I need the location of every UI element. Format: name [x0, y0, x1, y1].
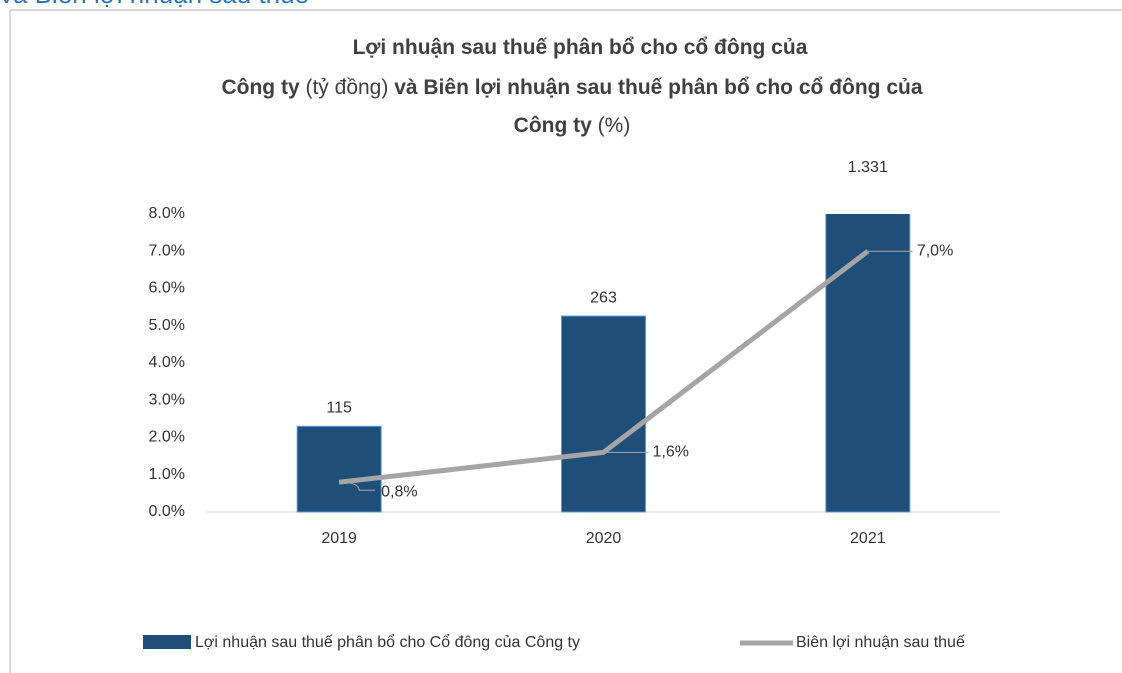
bar-value-label: 115: [326, 400, 352, 417]
x-tick-label: 2019: [321, 530, 357, 547]
y-tick-label: 6.0%: [149, 280, 185, 297]
bar-value-label: 263: [590, 289, 617, 306]
line-value-label: 1,6%: [653, 444, 689, 461]
leader-line: [339, 481, 376, 491]
y-tick-label: 4.0%: [149, 354, 185, 371]
y-tick-label: 3.0%: [149, 391, 185, 408]
legend-label: Lợi nhuận sau thuế phân bổ cho Cổ đông c…: [195, 633, 580, 651]
chart-title: Công ty (tỷ đồng) và Biên lợi nhuận sau …: [221, 76, 922, 99]
chart-title: Lợi nhuận sau thuế phân bổ cho cổ đông c…: [353, 36, 808, 59]
y-tick-label: 0.0%: [149, 503, 185, 520]
chart-title: Công ty (%): [514, 114, 631, 137]
y-tick-label: 7.0%: [149, 242, 185, 259]
bar: [825, 214, 911, 513]
legend-label: Biên lợi nhuận sau thuế: [796, 634, 965, 651]
line-value-label: 0,8%: [381, 483, 417, 500]
y-tick-label: 2.0%: [149, 429, 185, 446]
line-value-label: 7,0%: [917, 242, 953, 259]
bar: [296, 425, 382, 513]
y-tick-label: 1.0%: [149, 466, 185, 483]
bars: [296, 214, 911, 513]
legend-swatch: [143, 635, 191, 649]
bar: [561, 315, 646, 513]
bar-value-label: 1.331: [848, 159, 888, 176]
page-heading: và Biên lợi nhuận sau thuế: [0, 0, 310, 9]
x-tick-label: 2021: [850, 530, 886, 547]
x-tick-label: 2020: [586, 530, 622, 547]
y-tick-label: 5.0%: [149, 317, 185, 334]
y-tick-label: 8.0%: [149, 205, 185, 222]
